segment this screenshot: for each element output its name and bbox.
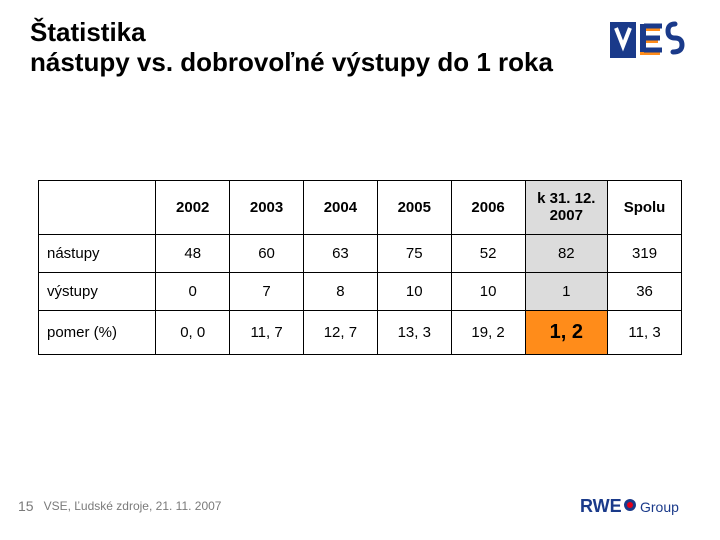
table-header: 2003: [230, 181, 304, 235]
table-cell-highlight-col: 1: [525, 273, 608, 311]
table-cell: 11, 3: [608, 311, 682, 355]
footer-left: 15 VSE, Ľudské zdroje, 21. 11. 2007: [18, 498, 221, 514]
table-header-highlight: k 31. 12. 2007: [525, 181, 608, 235]
table: 2002 2003 2004 2005 2006 k 31. 12. 2007 …: [38, 180, 682, 355]
table-cell: 63: [303, 235, 377, 273]
footer-text: VSE, Ľudské zdroje, 21. 11. 2007: [44, 499, 222, 513]
table-cell: 10: [377, 273, 451, 311]
table-cell: 48: [156, 235, 230, 273]
table-cell: 11, 7: [230, 311, 304, 355]
table-row: pomer (%) 0, 0 11, 7 12, 7 13, 3 19, 2 1…: [39, 311, 682, 355]
table-header: Spolu: [608, 181, 682, 235]
slide-title-area: Štatistika nástupy vs. dobrovoľné výstup…: [30, 18, 690, 78]
table-cell: 52: [451, 235, 525, 273]
table-cell: 19, 2: [451, 311, 525, 355]
table-cell: 13, 3: [377, 311, 451, 355]
row-label: pomer (%): [39, 311, 156, 355]
table-cell: 319: [608, 235, 682, 273]
table-cell: 60: [230, 235, 304, 273]
table-row: nástupy 48 60 63 75 52 82 319: [39, 235, 682, 273]
table-cell: 12, 7: [303, 311, 377, 355]
slide-number: 15: [18, 498, 34, 514]
table-cell: 75: [377, 235, 451, 273]
table-header-empty: [39, 181, 156, 235]
slide-title-line2: nástupy vs. dobrovoľné výstupy do 1 roka: [30, 48, 690, 78]
svg-text:RWE: RWE: [580, 496, 622, 516]
stats-table: 2002 2003 2004 2005 2006 k 31. 12. 2007 …: [38, 180, 682, 355]
svg-text:Group: Group: [640, 499, 679, 515]
table-header: 2002: [156, 181, 230, 235]
table-header: 2006: [451, 181, 525, 235]
table-header: 2004: [303, 181, 377, 235]
vse-logo: [610, 18, 690, 62]
table-cell: 36: [608, 273, 682, 311]
slide-title-line1: Štatistika: [30, 18, 690, 48]
row-label: výstupy: [39, 273, 156, 311]
table-header: 2005: [377, 181, 451, 235]
table-cell: 8: [303, 273, 377, 311]
table-cell: 10: [451, 273, 525, 311]
table-cell: 0: [156, 273, 230, 311]
table-cell: 7: [230, 273, 304, 311]
table-cell: 0, 0: [156, 311, 230, 355]
rwe-logo: RWE Group: [580, 492, 690, 520]
table-row: výstupy 0 7 8 10 10 1 36: [39, 273, 682, 311]
table-cell-highlight: 1, 2: [525, 311, 608, 355]
row-label: nástupy: [39, 235, 156, 273]
table-header-row: 2002 2003 2004 2005 2006 k 31. 12. 2007 …: [39, 181, 682, 235]
table-cell-highlight-col: 82: [525, 235, 608, 273]
slide-footer: 15 VSE, Ľudské zdroje, 21. 11. 2007 RWE …: [18, 492, 690, 520]
